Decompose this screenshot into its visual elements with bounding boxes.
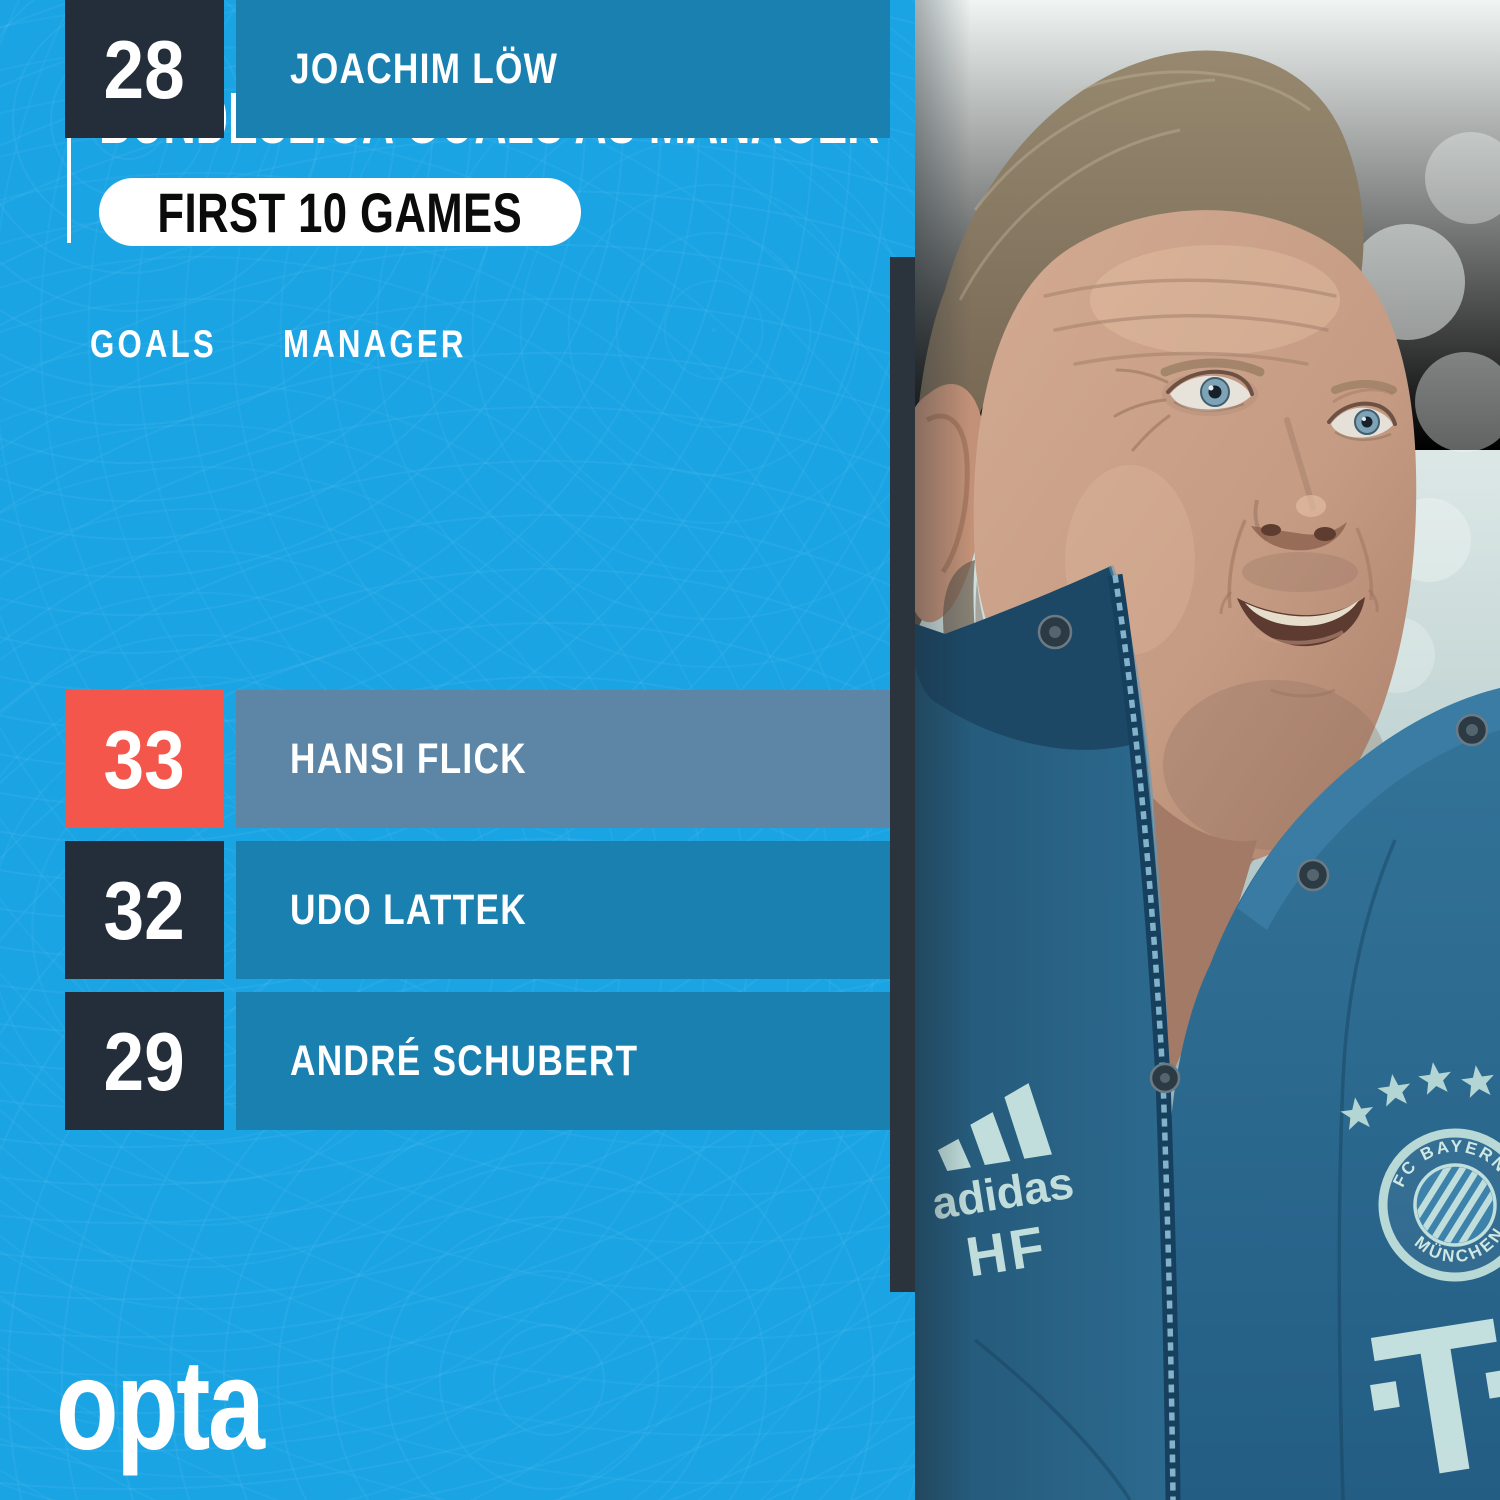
table-row: 29 ANDRÉ SCHUBERT: [0, 992, 915, 1130]
manager-cell: ANDRÉ SCHUBERT: [236, 992, 890, 1130]
panel-shadow-strip: [890, 257, 915, 1292]
title-accent-line: [67, 50, 71, 243]
right-eye: [1327, 388, 1397, 441]
manager-cell: HANSI FLICK: [236, 690, 890, 828]
forehead-wrinkles: [1043, 278, 1337, 366]
stats-panel: BUNDESLIGA GOALS AS MANAGER FIRST 10 GAM…: [0, 0, 915, 1500]
goals-value: 28: [103, 22, 186, 116]
goals-value: 33: [103, 712, 186, 806]
right-brow: [1331, 380, 1397, 394]
subtitle-badge: FIRST 10 GAMES: [99, 178, 581, 246]
opta-logo: opta: [56, 1334, 265, 1477]
bayern-crest: FC BAYERN MÜNCHEN: [1340, 1062, 1500, 1282]
manager-cell: JOACHIM LÖW: [236, 0, 890, 138]
goals-cell: 28: [65, 0, 224, 138]
left-eye: [1162, 369, 1258, 416]
upper-lip-stubble: [1242, 552, 1358, 592]
hair: [915, 50, 1364, 634]
left-nasolabial-crease: [1227, 519, 1247, 609]
telekom-left-square: [1370, 1381, 1400, 1411]
manager-cell: UDO LATTEK: [236, 841, 890, 979]
goals-value: 29: [103, 1014, 186, 1108]
forehead-highlight: [1090, 245, 1340, 355]
column-header-goals: GOALS: [90, 323, 217, 366]
jacket-shoulder-seam: [1337, 839, 1397, 1500]
manager-name: JOACHIM LÖW: [290, 44, 559, 93]
table-row: 33 HANSI FLICK: [0, 690, 915, 828]
left-brow: [1160, 358, 1265, 377]
adidas-stripes-icon: [937, 1083, 1052, 1171]
manager-name: UDO LATTEK: [290, 885, 527, 934]
goals-cell: 33: [65, 690, 224, 828]
portrait-photo: adidas HF FC BAYERN MÜNCHEN: [915, 0, 1500, 1500]
jacket-bottom-seam: [973, 1338, 1132, 1500]
manager-name: ANDRÉ SCHUBERT: [290, 1036, 639, 1085]
crest-stars: [1340, 1062, 1494, 1131]
jacket-left-collar: [915, 566, 1173, 1500]
table-row: 28 JOACHIM LÖW: [0, 0, 915, 138]
nose: [1251, 417, 1347, 551]
telekom-right-square: [1485, 1368, 1500, 1399]
hair-texture: [958, 70, 1311, 301]
mouth: [1219, 588, 1379, 647]
manager-name: HANSI FLICK: [290, 734, 527, 783]
jacket-initials: HF: [962, 1214, 1052, 1289]
neck: [1153, 798, 1257, 1088]
column-header-manager: MANAGER: [283, 323, 467, 366]
crows-feet-wrinkles: [1113, 368, 1171, 452]
chin-crease: [1270, 688, 1336, 698]
photo-left-shadow: [915, 0, 971, 1500]
goals-value: 32: [103, 863, 186, 957]
jacket-left-collar-shade: [915, 566, 1141, 750]
snap-buttons: [1037, 614, 1489, 1094]
subtitle-badge-label: FIRST 10 GAMES: [157, 180, 523, 244]
table-row: 32 UDO LATTEK: [0, 841, 915, 979]
goals-cell: 32: [65, 841, 224, 979]
goals-cell: 29: [65, 992, 224, 1130]
